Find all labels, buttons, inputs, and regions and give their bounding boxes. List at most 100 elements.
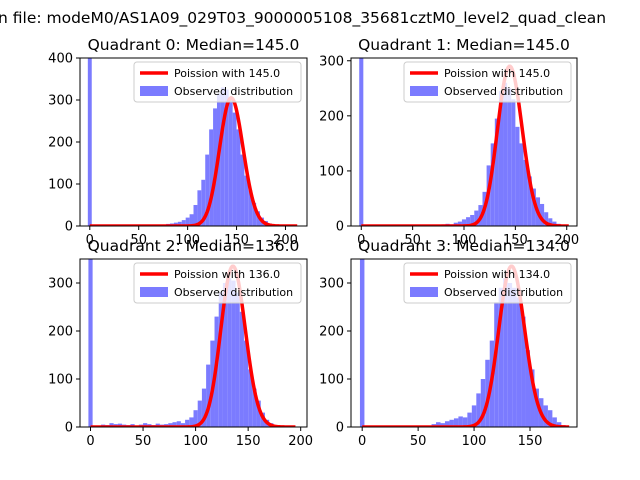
- histogram-bar: [516, 297, 522, 427]
- x-tick-label: 200: [273, 233, 298, 248]
- y-tick-label: 0: [336, 421, 344, 436]
- histogram-bar: [239, 311, 244, 427]
- histogram-bar: [180, 423, 186, 427]
- y-tick-label: 100: [48, 373, 73, 388]
- histogram-bar: [519, 143, 524, 226]
- x-tick-label: 50: [404, 233, 421, 248]
- histogram-bar: [197, 190, 202, 226]
- histogram-bar: [552, 221, 557, 226]
- histogram-bar: [534, 388, 539, 427]
- y-tick-label: 300: [319, 54, 344, 69]
- histogram-bar: [531, 188, 536, 226]
- y-tick-label: 100: [48, 178, 73, 193]
- histogram-bar: [527, 176, 532, 226]
- histogram-bar: [243, 340, 249, 427]
- histogram-bar: [193, 205, 198, 226]
- subplot-title: Quadrant 1: Median=145.0: [358, 36, 570, 54]
- histogram-bar: [490, 143, 495, 226]
- histogram-bar: [168, 423, 173, 427]
- histogram-bar: [209, 129, 214, 226]
- legend-observed-swatch: [410, 287, 438, 297]
- legend-frame: [403, 61, 572, 103]
- legend: Poission with 136.0 Observed distribution: [133, 262, 302, 304]
- histogram-bar: [515, 126, 520, 226]
- histogram-bar: [109, 423, 114, 427]
- subplots: 0 50 100 150 200 0 100 200 300 400 Quadrant 0: Med…: [48, 36, 579, 449]
- histogram-bar: [462, 417, 468, 427]
- legend-poisson-label: Poission with 145.0: [174, 67, 280, 80]
- x-tick-label: 100: [183, 434, 208, 449]
- histogram-bar: [248, 369, 253, 427]
- histogram-bar: [512, 287, 517, 427]
- histogram-bar: [511, 99, 516, 226]
- histogram-bar: [359, 259, 365, 427]
- x-tick-label: 0: [86, 233, 94, 248]
- histogram-bar: [449, 419, 454, 427]
- legend-poisson-label: Poission with 136.0: [174, 268, 280, 281]
- histogram-bar: [218, 292, 223, 427]
- subplot-0: 0 50 100 150 200 0 100 200 300 400 Quadrant 0: Med…: [48, 36, 308, 248]
- legend-observed-label: Observed distribution: [174, 286, 293, 299]
- y-tick-label: 200: [319, 325, 344, 340]
- histogram-bar: [471, 405, 477, 427]
- subplot-2: 0 50 100 150 200 0 100 200 300 Quadrant 2: Median…: [48, 237, 313, 449]
- histogram-bar: [185, 217, 190, 226]
- subplot-1: 0 50 100 150 200 0 100 200 300 Quadrant 1: Median…: [319, 36, 579, 248]
- x-tick-label: 50: [410, 434, 427, 449]
- histogram-bar: [206, 364, 211, 427]
- y-tick-label: 0: [65, 421, 73, 436]
- x-tick-label: 100: [462, 434, 487, 449]
- histogram-bar: [252, 202, 257, 226]
- histogram-bar: [185, 419, 190, 427]
- y-tick-label: 200: [319, 109, 344, 124]
- histogram-bar: [467, 412, 472, 427]
- legend-observed-swatch: [410, 86, 438, 96]
- x-tick-label: 0: [357, 233, 365, 248]
- histogram-bar: [256, 400, 261, 427]
- histogram-bar: [552, 417, 557, 427]
- figure-suptitle: n file: modeM0/AS1A09_029T03_9000005108_…: [0, 9, 606, 28]
- histogram-bar: [181, 220, 186, 226]
- histogram-bar: [457, 221, 462, 226]
- legend-observed-swatch: [140, 86, 168, 96]
- histogram-bar: [507, 88, 512, 226]
- histogram-bar: [466, 217, 471, 226]
- y-tick-label: 100: [319, 373, 344, 388]
- y-tick-label: 200: [48, 325, 73, 340]
- histogram-bar: [256, 211, 261, 226]
- histogram-bar: [143, 423, 148, 427]
- histogram-bar: [197, 400, 202, 427]
- histogram-bar: [544, 212, 549, 226]
- legend-poisson-label: Poission with 134.0: [444, 268, 550, 281]
- y-tick-label: 300: [48, 94, 73, 109]
- histogram-bar: [470, 214, 475, 226]
- x-tick-label: 50: [130, 233, 147, 248]
- legend-observed-label: Observed distribution: [444, 85, 563, 98]
- y-tick-label: 400: [48, 52, 73, 67]
- legend: Poission with 145.0 Observed distribution: [403, 61, 572, 103]
- histogram-bar: [461, 219, 467, 226]
- histogram-bar: [177, 221, 182, 226]
- histogram-bar: [228, 97, 233, 226]
- histogram-bar: [235, 292, 240, 427]
- histogram-bar: [205, 154, 210, 226]
- legend: Poission with 134.0 Observed distribution: [403, 262, 572, 304]
- histogram-bar: [525, 350, 531, 427]
- histogram-bar: [240, 154, 245, 226]
- histogram-bar: [556, 422, 562, 427]
- histogram-bar: [494, 118, 499, 226]
- histogram-bar: [521, 316, 526, 427]
- histogram-bar: [87, 58, 92, 226]
- histogram-bar: [480, 379, 486, 427]
- legend-observed-label: Observed distribution: [174, 85, 293, 98]
- histogram-bar: [252, 388, 257, 427]
- histogram-bar: [88, 259, 93, 427]
- histogram-bar: [453, 418, 459, 427]
- histogram-bar: [540, 203, 545, 226]
- y-tick-label: 0: [336, 220, 344, 235]
- x-tick-label: 150: [518, 434, 543, 449]
- histogram-bar: [244, 175, 249, 226]
- histogram-bar: [248, 190, 253, 226]
- x-tick-label: 150: [224, 233, 249, 248]
